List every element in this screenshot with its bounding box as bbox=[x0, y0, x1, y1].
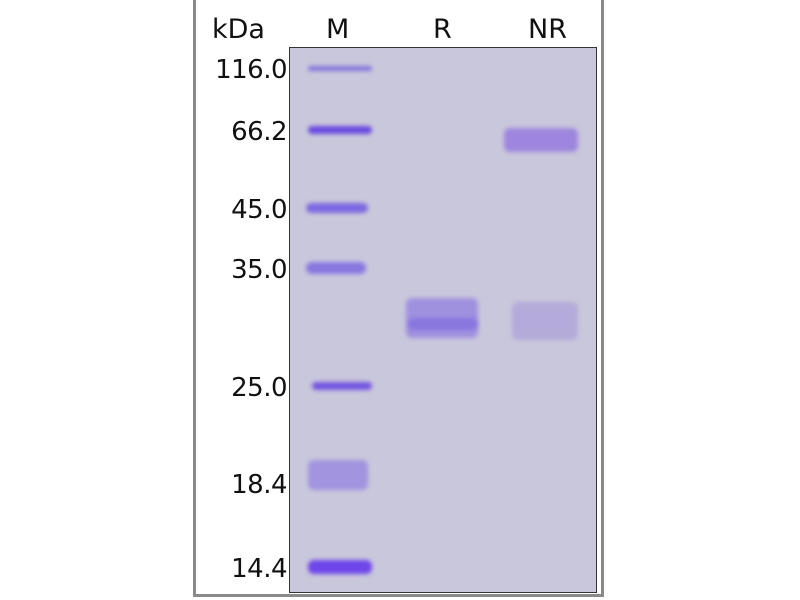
marker-band bbox=[308, 66, 372, 71]
marker-band bbox=[308, 126, 372, 134]
marker-band bbox=[306, 262, 366, 274]
sample-band-nr bbox=[504, 128, 578, 152]
marker-label: 66.2 bbox=[231, 117, 287, 147]
marker-label: 18.4 bbox=[231, 470, 287, 500]
gel-image bbox=[289, 47, 597, 593]
lane-label-nr: NR bbox=[528, 14, 567, 45]
unit-label: kDa bbox=[212, 14, 265, 45]
lane-label-r: R bbox=[433, 14, 452, 45]
marker-band bbox=[308, 560, 372, 574]
marker-label: 116.0 bbox=[215, 55, 287, 85]
sample-band-r bbox=[406, 298, 478, 338]
marker-label: 14.4 bbox=[231, 554, 287, 584]
marker-label: 35.0 bbox=[231, 255, 287, 285]
marker-band bbox=[306, 203, 368, 213]
marker-band bbox=[312, 382, 372, 390]
sample-band-nr bbox=[512, 302, 578, 340]
marker-band bbox=[308, 460, 368, 490]
lane-label-m: M bbox=[326, 14, 350, 45]
marker-label: 25.0 bbox=[231, 373, 287, 403]
sample-band-r bbox=[408, 318, 478, 330]
marker-label: 45.0 bbox=[231, 195, 287, 225]
